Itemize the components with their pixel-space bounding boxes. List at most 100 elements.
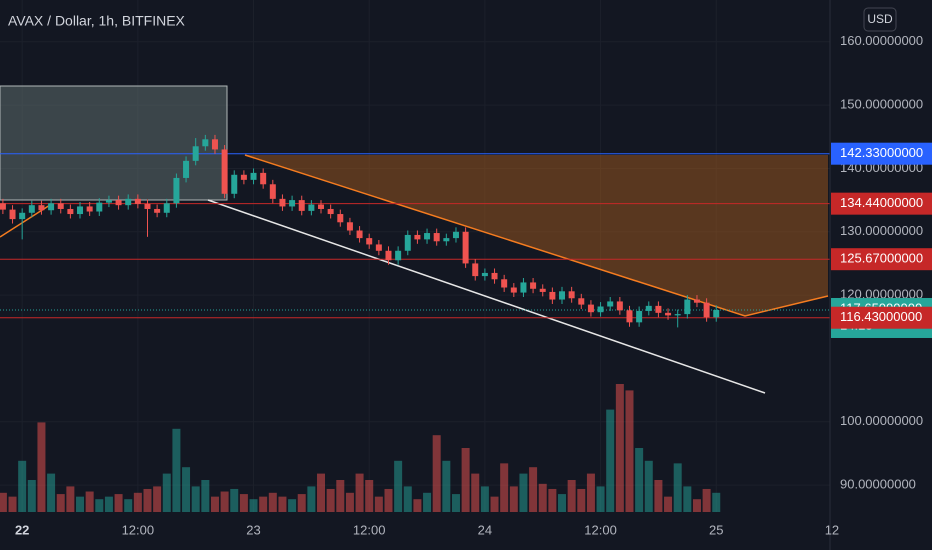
- x-tick-label: 22: [15, 522, 29, 537]
- candle-body: [134, 198, 141, 204]
- candle-body: [260, 172, 267, 185]
- volume-bar: [461, 448, 470, 512]
- volume-bar: [288, 499, 297, 512]
- volume-bar: [567, 480, 576, 512]
- volume-bar: [558, 494, 567, 512]
- candle-body: [395, 250, 402, 261]
- candle-body: [318, 204, 325, 209]
- x-tick-label: 24: [478, 522, 492, 537]
- candle-body: [337, 214, 344, 223]
- volume-bar: [490, 496, 499, 512]
- candle-body: [163, 203, 170, 213]
- volume-bar: [480, 486, 489, 512]
- volume-bar: [124, 499, 133, 512]
- price-label-box: [831, 248, 932, 271]
- y-tick-label: 150.00000000: [840, 97, 923, 112]
- axes: 160.00000000150.00000000140.00000000130.…: [15, 33, 932, 537]
- volume-bar: [365, 480, 374, 512]
- candle-body: [433, 233, 440, 242]
- volume-bar: [18, 460, 27, 512]
- volume-bar: [500, 463, 509, 512]
- candle-body: [510, 287, 517, 293]
- currency-label[interactable]: USD: [867, 12, 893, 26]
- candle-body: [356, 230, 363, 239]
- candle-body: [520, 282, 527, 293]
- price-label: 125.67000000: [840, 251, 923, 266]
- candle-body: [472, 263, 479, 277]
- candle-body: [491, 272, 498, 280]
- y-tick-label: 160.00000000: [840, 33, 923, 48]
- candle-body: [539, 288, 546, 292]
- candle-body: [327, 208, 334, 215]
- candle-body: [19, 212, 26, 220]
- volume-bar: [104, 496, 113, 512]
- volume-bar: [702, 488, 711, 512]
- candle-body: [211, 139, 218, 150]
- x-tick-label: 12: [825, 522, 839, 537]
- volume-bar: [259, 496, 268, 512]
- candle-body: [57, 203, 64, 209]
- candle-body: [28, 205, 35, 213]
- volume-bar: [394, 460, 403, 512]
- candle-body: [38, 205, 45, 211]
- price-label: 142.33000000: [840, 145, 923, 160]
- candle-body: [86, 206, 93, 212]
- candle-body: [279, 198, 286, 207]
- candle-body: [375, 244, 382, 251]
- y-tick-label: 130.00000000: [840, 223, 923, 238]
- y-tick-label: 100.00000000: [840, 413, 923, 428]
- candle-body: [231, 174, 238, 194]
- price-label-box: [831, 306, 932, 329]
- candle-body: [693, 299, 700, 303]
- candle-body: [289, 200, 296, 207]
- volume-bar: [471, 473, 480, 512]
- price-label: 116.43000000: [840, 309, 922, 324]
- volume-bar: [230, 488, 239, 512]
- candle-body: [366, 238, 373, 245]
- candle-body: [568, 291, 575, 299]
- candle-body: [443, 238, 450, 242]
- volume-bar: [673, 463, 682, 512]
- candle-body: [645, 305, 652, 311]
- volume-bar: [538, 483, 547, 512]
- candle-body: [298, 200, 305, 211]
- volume-bar: [47, 473, 56, 512]
- candle-body: [414, 234, 421, 240]
- volume-bar: [317, 473, 326, 512]
- candle-body: [48, 203, 55, 211]
- candle-body: [105, 200, 112, 203]
- x-tick-label: 12:00: [122, 522, 155, 537]
- range-box: [0, 85, 228, 201]
- y-tick-label: 90.00000000: [840, 477, 916, 492]
- currency-button[interactable]: [863, 7, 897, 32]
- volume-bar: [548, 488, 557, 512]
- price-axis: [830, 0, 932, 550]
- volume-bar: [153, 486, 162, 512]
- volume-bar: [0, 492, 7, 512]
- volume-bar: [577, 488, 586, 512]
- candle-body: [77, 206, 84, 215]
- candle-body: [221, 149, 228, 194]
- price-label: 134.44000000: [840, 195, 923, 210]
- volume-bar: [345, 492, 354, 512]
- volume-bar: [664, 496, 673, 512]
- volume-bar: [172, 428, 181, 512]
- volume-bar: [644, 460, 653, 512]
- price-label-box: [831, 142, 932, 165]
- volume-bar: [413, 499, 422, 512]
- volume-bar: [85, 491, 94, 512]
- candle-body: [578, 298, 585, 305]
- volume-bar: [442, 460, 451, 512]
- candle-body: [674, 314, 681, 316]
- volume-bar: [606, 409, 615, 512]
- candle-body: [424, 233, 431, 240]
- volume-bar: [432, 435, 441, 512]
- volume-bar: [114, 494, 123, 512]
- candle-body: [308, 204, 315, 211]
- volume-bar: [95, 499, 104, 512]
- volume-bar: [529, 467, 538, 512]
- channel-line: [207, 199, 766, 394]
- volume-bar: [210, 496, 219, 512]
- x-tick-label: 12:00: [584, 522, 617, 537]
